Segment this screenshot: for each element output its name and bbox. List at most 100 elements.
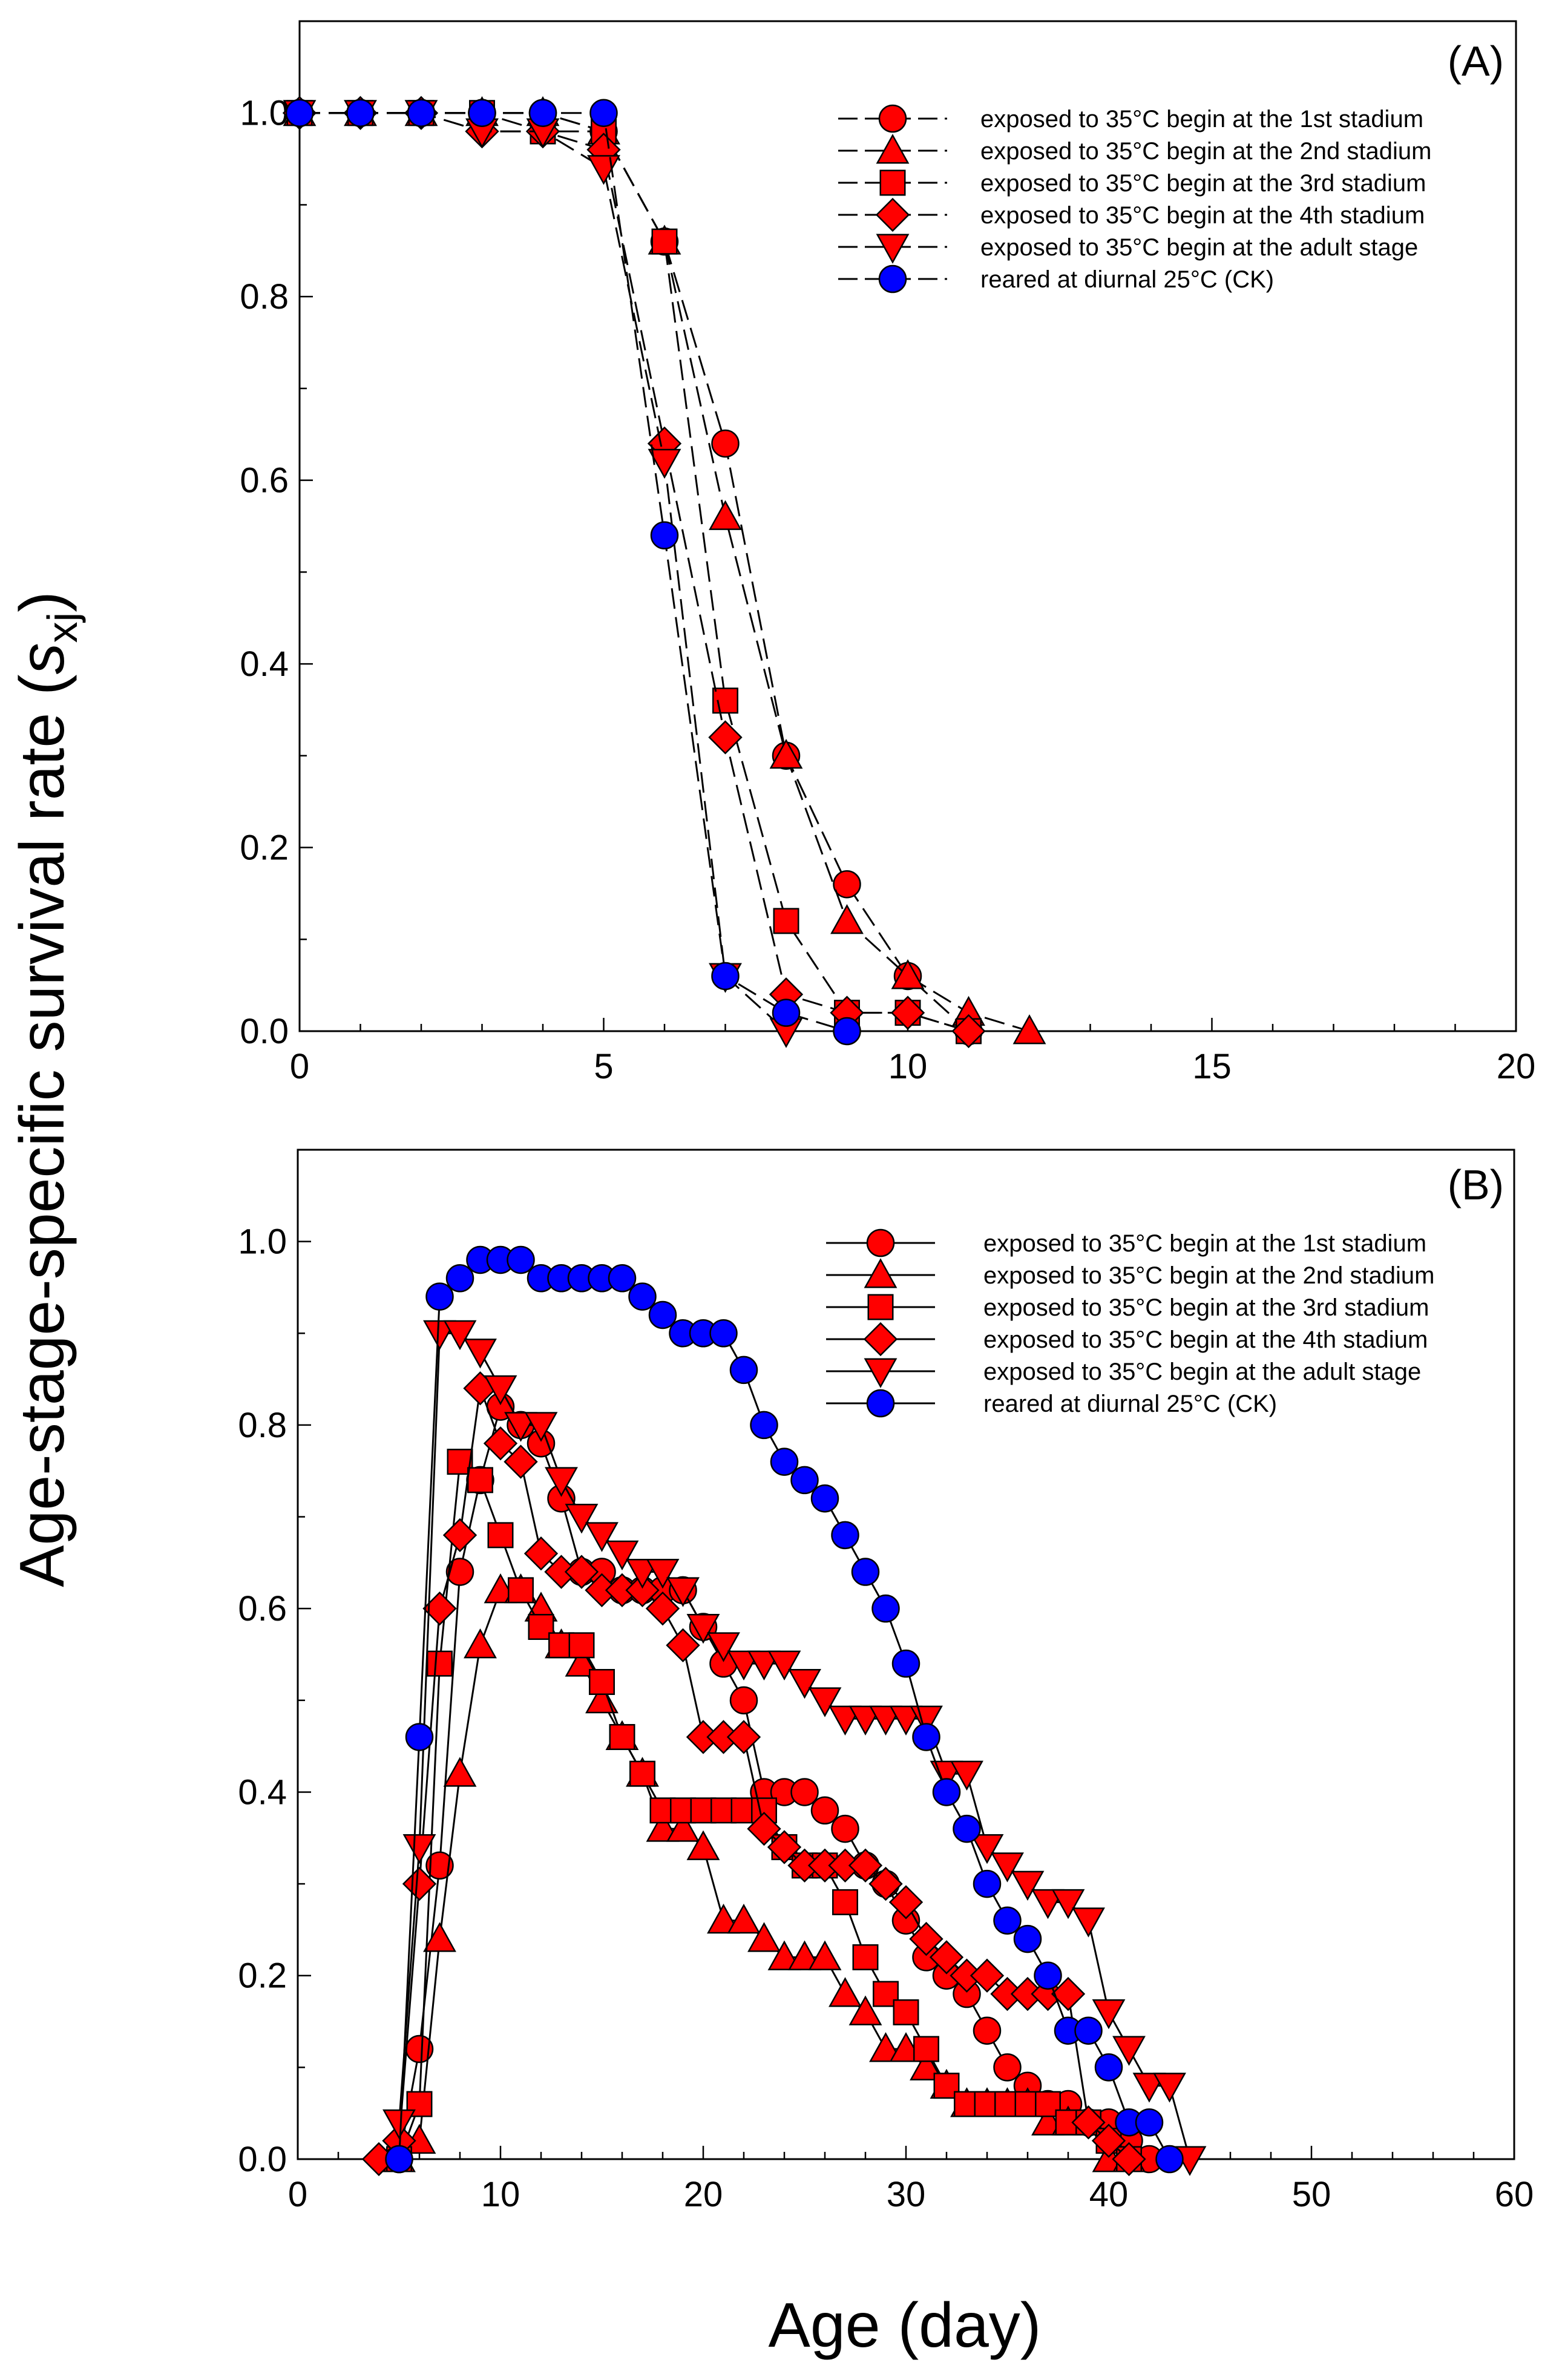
y-tick-label-b-1: 0.2 [238,1956,287,1996]
data-point-b-2-25 [893,1999,919,2025]
legend-marker [866,1389,895,1418]
legend-label-b-5: reared at diurnal 25°C (CK) [983,1391,1277,1417]
data-point-b-3-18 [726,1720,761,1754]
legend-entry-b-5: reared at diurnal 25°C (CK) [826,1389,1277,1418]
legend-entry-b-3: exposed to 35°C begin at the 4th stadium [826,1322,1428,1357]
legend-label-a-0: exposed to 35°C begin at the 1st stadium [980,106,1423,133]
data-point-a-5-8 [772,998,801,1027]
legend-entry-b-4: exposed to 35°C begin at the adult stage [826,1358,1421,1388]
data-point-a-3-10 [890,995,925,1030]
data-point-b-2-4 [467,1467,493,1493]
data-point-b-2-12 [629,1760,655,1787]
data-point-b-3-4 [442,1518,477,1553]
data-point-b-4-29 [970,1834,1004,1864]
data-point-b-1-15 [686,1830,720,1860]
legend-marker [879,169,906,196]
data-point-b-3-36 [1091,2123,1126,2158]
data-point-b-5-31 [1013,1924,1042,1953]
legend-label-a-4: exposed to 35°C begin at the adult stage [980,234,1418,261]
data-point-b-0-20 [790,1778,819,1806]
panel-label-b: (B) [1448,1161,1504,1208]
data-point-b-1-10 [585,1683,619,1714]
data-point-a-0-9 [833,870,861,899]
data-point-b-5-21 [810,1484,839,1513]
data-point-b-3-35 [1071,2105,1106,2140]
legend-label-b-2: exposed to 35°C begin at the 3rd stadium [983,1294,1429,1321]
data-point-b-3-7 [504,1444,538,1479]
data-point-b-3-28 [929,1940,964,1975]
data-point-a-5-0 [285,99,314,127]
data-point-b-5-0 [385,2145,413,2174]
data-point-b-5-16 [709,1319,738,1348]
y-tick-label-b-2: 0.4 [238,1772,287,1812]
data-point-a-2-8 [773,908,799,934]
data-point-b-4-31 [1011,1870,1045,1901]
data-point-b-4-27 [930,1760,963,1791]
series-a-5 [285,99,861,1046]
data-point-b-4-12 [626,1559,659,1589]
data-point-b-4-5 [484,1375,517,1406]
data-point-b-4-6 [504,1412,537,1442]
data-point-b-3-37 [1112,2142,1146,2177]
data-point-b-4-38 [1153,2073,1186,2103]
y-tick-label-a-1: 0.2 [240,828,289,868]
x-tick-label-b-4: 40 [1089,2175,1129,2214]
data-point-b-2-11 [609,1723,635,1750]
data-point-b-5-35 [1094,2053,1123,2082]
data-point-b-5-32 [1034,1961,1062,1990]
x-axis-title: Age (day) [769,2290,1042,2361]
data-point-b-1-21 [808,1940,842,1970]
data-point-a-5-7 [711,962,740,991]
legend-marker [875,197,910,232]
data-point-b-4-18 [747,1650,781,1681]
data-point-b-1-2 [423,1922,456,1952]
legend-marker [878,104,907,133]
x-tick-label-a-2: 10 [888,1047,928,1086]
data-point-b-5-1 [405,1723,434,1751]
data-point-b-4-37 [1132,2073,1166,2103]
data-point-b-1-19 [767,1940,801,1970]
data-point-b-1-14 [666,1812,700,1842]
data-point-b-2-23 [852,1944,879,1970]
data-point-a-5-9 [833,1017,861,1046]
x-tick-label-b-3: 30 [887,2175,926,2214]
data-point-b-5-27 [932,1778,961,1806]
data-point-b-5-6 [507,1245,535,1274]
y-axis-title: Age-stage-specific survival rate (sxj) [7,591,86,1587]
data-point-a-1-12 [1012,1014,1046,1044]
legend-entry-a-2: exposed to 35°C begin at the 3rd stadium [838,169,1426,197]
y-axis-title-symbol: s [7,643,77,674]
data-point-b-4-10 [585,1522,619,1552]
data-point-b-3-2 [402,1866,437,1901]
data-point-a-1-8 [769,738,803,769]
data-point-b-3-15 [666,1628,700,1663]
data-point-b-2-2 [427,1650,453,1677]
legend-entry-b-1: exposed to 35°C begin at the 2nd stadium [826,1258,1434,1289]
legend-marker [876,234,910,264]
y-axis-title-close: ) [7,591,77,612]
data-point-b-3-26 [888,1885,924,1919]
data-point-b-4-30 [991,1852,1024,1883]
x-tick-label-b-5: 50 [1292,2175,1331,2214]
data-point-b-5-30 [993,1906,1022,1935]
data-point-a-5-5 [589,99,618,127]
y-tick-label-a-0: 0.0 [240,1012,289,1051]
data-point-b-1-18 [747,1922,781,1952]
data-point-b-3-19 [747,1811,781,1846]
data-point-a-4-6 [648,448,681,479]
y-tick-label-a-3: 0.6 [240,461,289,500]
data-point-b-5-23 [851,1558,880,1586]
data-point-b-5-26 [912,1723,940,1751]
data-point-b-4-36 [1112,2036,1146,2066]
data-point-a-3-11 [951,1014,986,1049]
legend-marker [863,1322,898,1357]
data-point-b-5-12 [628,1282,657,1311]
data-point-b-3-24 [848,1848,883,1883]
data-point-b-4-2 [423,1320,456,1351]
data-point-b-3-6 [483,1426,518,1461]
data-point-b-5-29 [973,1869,1002,1898]
data-point-b-4-11 [605,1540,639,1571]
x-tick-label-a-1: 5 [594,1047,613,1086]
data-point-b-2-6 [508,1577,534,1604]
